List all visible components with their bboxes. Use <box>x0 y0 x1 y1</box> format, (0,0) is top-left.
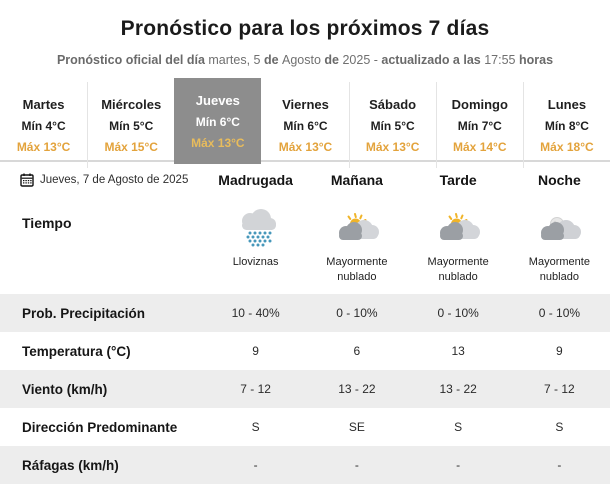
day-label: Sábado <box>369 96 417 112</box>
subtitle-date: martes, 5 <box>208 53 264 67</box>
cell-value: 0 - 10% <box>336 306 378 320</box>
weather-cell-manana: Mayormente nublado <box>306 198 407 285</box>
cell-value: 0 - 10% <box>437 306 479 320</box>
max-temp: Máx 13°C <box>16 139 71 154</box>
row-label: Dirección Predominante <box>22 419 178 435</box>
selected-date-label: Jueves, 7 de Agosto de 2025 <box>40 174 189 186</box>
day-label: Jueves <box>195 92 240 108</box>
min-temp: Mín 5°C <box>109 118 154 133</box>
day-tab-jueves-selected[interactable]: Jueves Mín 6°C Máx 13°C <box>174 78 262 164</box>
cell-value: S <box>454 420 463 434</box>
calendar-icon <box>20 173 34 187</box>
period-header-tarde: Tarde <box>439 172 477 188</box>
max-temp: Máx 13°C <box>365 139 420 154</box>
weather-condition-label: Mayormente nublado <box>427 256 489 283</box>
cell-value: - <box>253 458 258 472</box>
row-label: Viento (km/h) <box>22 381 108 397</box>
cell-value: 10 - 40% <box>231 306 280 320</box>
day-label: Miércoles <box>101 96 162 112</box>
table-row-wind-direction: Dirección Predominante S SE S S <box>0 408 610 446</box>
min-temp: Mín 8°C <box>544 118 589 133</box>
period-header-madrugada: Madrugada <box>218 172 293 188</box>
forecast-subtitle: Pronóstico oficial del día martes, 5 de … <box>0 53 610 67</box>
day-tab-miercoles[interactable]: Miércoles Mín 5°C Máx 15°C <box>87 82 174 168</box>
day-tab-domingo[interactable]: Domingo Mín 7°C Máx 14°C <box>435 82 523 168</box>
day-tab-sabado[interactable]: Sábado Mín 5°C Máx 13°C <box>348 82 436 168</box>
min-temp: Mín 5°C <box>370 118 415 133</box>
day-label: Lunes <box>547 96 587 112</box>
cell-value: 13 - 22 <box>338 382 376 396</box>
cell-value: - <box>557 458 562 472</box>
period-header-noche: Noche <box>537 172 581 188</box>
cell-value: 13 - 22 <box>439 382 477 396</box>
min-temp: Mín 6°C <box>195 114 240 129</box>
cell-value: - <box>354 458 359 472</box>
day-label: Martes <box>22 96 65 112</box>
day-label: Viernes <box>282 96 329 112</box>
day-tab-martes[interactable]: Martes Mín 4°C Máx 13°C <box>0 82 87 168</box>
cell-value: 9 <box>252 344 259 358</box>
cell-value: 9 <box>556 344 563 358</box>
day-tab-viernes[interactable]: Viernes Mín 6°C Máx 13°C <box>261 82 348 168</box>
day-tab-lunes[interactable]: Lunes Mín 8°C Máx 18°C <box>522 82 610 168</box>
row-label-tiempo: Tiempo <box>22 215 72 231</box>
table-row-precipitation: Prob. Precipitación 10 - 40% 0 - 10% 0 -… <box>0 294 610 332</box>
table-row-gusts: Ráfagas (km/h) - - - - <box>0 446 610 484</box>
weather-condition-label: Lloviznas <box>232 256 279 268</box>
weather-cell-tarde: Mayormente nublado <box>408 198 509 285</box>
cell-value: 7 - 12 <box>544 382 575 396</box>
mostly-cloudy-day-icon <box>435 209 481 251</box>
page-title: Pronóstico para los próximos 7 días <box>120 17 490 40</box>
cell-value: S <box>555 420 564 434</box>
table-row-wind: Viento (km/h) 7 - 12 13 - 22 13 - 22 7 -… <box>0 370 610 408</box>
subtitle-segment: de <box>324 53 343 67</box>
mostly-cloudy-day-icon <box>334 209 380 251</box>
day-tabs: Martes Mín 4°C Máx 13°C Miércoles Mín 5°… <box>0 78 610 168</box>
min-temp: Mín 6°C <box>283 118 328 133</box>
cell-value: SE <box>348 420 365 434</box>
max-temp: Máx 13°C <box>191 135 245 150</box>
period-header-manana: Mañana <box>330 172 383 188</box>
cell-value: 13 <box>451 344 465 358</box>
weather-condition-label: Mayormente nublado <box>326 256 388 283</box>
day-label: Domingo <box>451 96 508 112</box>
subtitle-segment: Pronóstico oficial del día <box>56 53 209 67</box>
row-label: Ráfagas (km/h) <box>22 457 119 473</box>
max-temp: Máx 18°C <box>540 139 594 154</box>
row-label: Prob. Precipitación <box>22 305 146 321</box>
weather-row: Tiempo L <box>0 198 610 294</box>
table-row-temperature: Temperatura (°C) 9 6 13 9 <box>0 332 610 370</box>
cell-value: - <box>456 458 461 472</box>
mostly-cloudy-night-icon <box>536 209 582 251</box>
max-temp: Máx 13°C <box>278 139 333 154</box>
max-temp: Máx 14°C <box>453 139 507 154</box>
period-header-row: Jueves, 7 de Agosto de 2025 Madrugada Ma… <box>0 162 610 198</box>
cell-value: 0 - 10% <box>538 306 581 320</box>
drizzle-icon <box>233 209 279 251</box>
weather-cell-madrugada: Lloviznas <box>205 198 306 270</box>
weather-condition-label: Mayormente nublado <box>528 256 590 283</box>
subtitle-time: 17:55 <box>484 53 519 67</box>
subtitle-segment: actualizado a las <box>381 53 485 67</box>
subtitle-segment: horas <box>518 53 554 67</box>
cell-value: 6 <box>353 344 361 358</box>
subtitle-month: Agosto <box>282 53 325 67</box>
selected-date: Jueves, 7 de Agosto de 2025 <box>0 173 205 187</box>
cell-value: S <box>251 420 260 434</box>
max-temp: Máx 15°C <box>104 139 158 154</box>
cell-value: 7 - 12 <box>240 382 271 396</box>
subtitle-segment: de <box>263 53 283 67</box>
weather-cell-noche: Mayormente nublado <box>509 198 610 285</box>
subtitle-year: 2025 - <box>342 53 382 67</box>
min-temp: Mín 7°C <box>457 118 502 133</box>
min-temp: Mín 4°C <box>21 118 66 133</box>
row-label: Temperatura (°C) <box>22 343 131 359</box>
